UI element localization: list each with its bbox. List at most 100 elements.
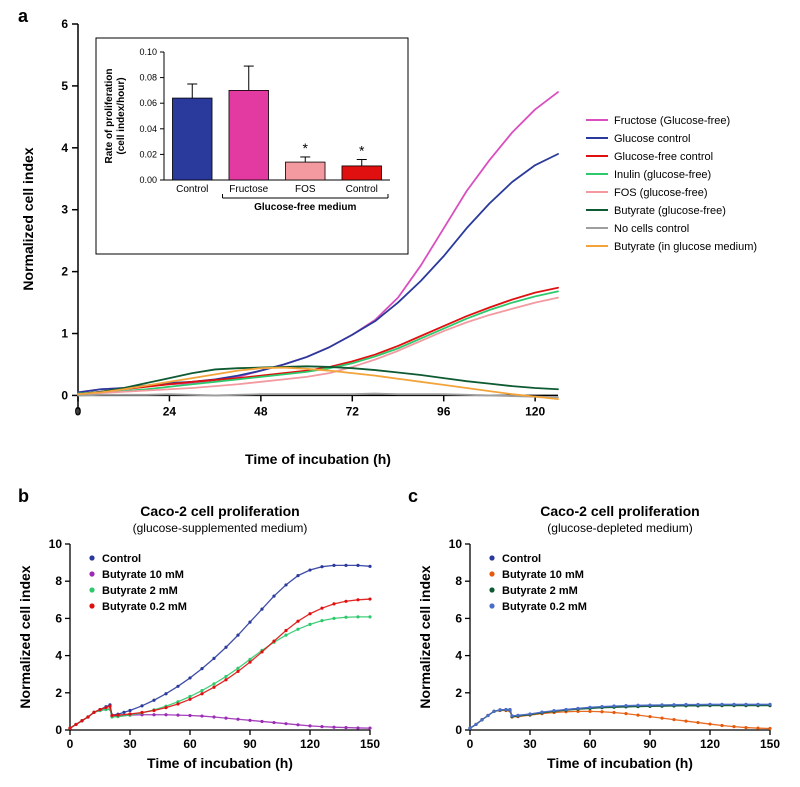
svg-text:4: 4	[55, 649, 62, 663]
inset-bar	[172, 98, 212, 180]
svg-text:96: 96	[437, 404, 451, 418]
panel-a-xlabel: Time of incubation (h)	[245, 451, 391, 467]
legend-label: Glucose-free control	[614, 151, 713, 163]
legend-label: Butyrate 0.2 mM	[102, 601, 187, 613]
series-line	[470, 706, 770, 729]
legend-label: Butyrate 2 mM	[502, 585, 578, 597]
series-line	[70, 617, 370, 728]
svg-text:72: 72	[346, 404, 360, 418]
xlabel: Time of incubation (h)	[147, 755, 293, 771]
legend-swatch	[489, 603, 494, 608]
svg-text:*: *	[359, 143, 365, 159]
legend-label: Butyrate 0.2 mM	[502, 601, 587, 613]
chart-subtitle: (glucose-supplemented medium)	[133, 521, 308, 535]
chart-title: Caco-2 cell proliferation	[540, 503, 699, 519]
panel-a-ylabel: Normalized cell index	[20, 147, 36, 290]
svg-text:90: 90	[243, 737, 257, 751]
legend-label: Butyrate 10 mM	[102, 569, 184, 581]
svg-text:0.02: 0.02	[139, 149, 157, 159]
inset-bar-label: Fructose	[229, 184, 268, 195]
svg-text:3: 3	[61, 203, 68, 217]
svg-text:30: 30	[523, 737, 537, 751]
series-line	[70, 599, 370, 728]
svg-text:*: *	[303, 140, 309, 156]
inset-bar	[342, 166, 382, 180]
svg-text:30: 30	[123, 737, 137, 751]
series-line	[70, 709, 370, 728]
legend-label: Butyrate 10 mM	[502, 569, 584, 581]
inset-bar	[285, 162, 325, 180]
panel-b-chart: Caco-2 cell proliferation (glucose-supple…	[0, 498, 400, 784]
svg-text:0: 0	[75, 404, 82, 418]
ylabel: Normalized cell index	[417, 565, 433, 708]
figure: a 0123456024487296120Time of incubation …	[0, 0, 800, 787]
legend-label: Butyrate (in glucose medium)	[614, 241, 757, 253]
legend-label: Control	[502, 553, 541, 565]
svg-text:0.08: 0.08	[139, 73, 157, 83]
legend-label: Fructose (Glucose-free)	[614, 115, 730, 127]
svg-text:0.00: 0.00	[139, 175, 157, 185]
inset-bar-label: FOS	[295, 184, 316, 195]
inset-group-label: Glucose-free medium	[254, 202, 356, 213]
legend-label: FOS (glucose-free)	[614, 187, 708, 199]
svg-text:0.06: 0.06	[139, 98, 157, 108]
inset-bar-label: Control	[176, 184, 208, 195]
legend-label: Control	[102, 553, 141, 565]
legend-label: No cells control	[614, 223, 689, 235]
svg-text:6: 6	[455, 611, 462, 625]
svg-text:6: 6	[61, 17, 68, 31]
svg-text:2: 2	[55, 686, 62, 700]
chart-subtitle: (glucose-depleted medium)	[547, 521, 692, 535]
legend-swatch	[89, 555, 94, 560]
ylabel: Normalized cell index	[17, 565, 33, 708]
svg-text:150: 150	[760, 737, 780, 751]
svg-text:0.10: 0.10	[139, 47, 157, 57]
svg-text:4: 4	[455, 649, 462, 663]
legend-swatch	[489, 571, 494, 576]
legend-label: Inulin (glucose-free)	[614, 169, 711, 181]
svg-text:5: 5	[61, 79, 68, 93]
svg-text:8: 8	[55, 574, 62, 588]
svg-text:8: 8	[455, 574, 462, 588]
svg-text:24: 24	[163, 404, 177, 418]
svg-text:120: 120	[700, 737, 720, 751]
svg-text:48: 48	[254, 404, 268, 418]
legend-swatch	[489, 587, 494, 592]
svg-text:0: 0	[61, 388, 68, 402]
series-line	[470, 704, 770, 728]
panel-a-chart: 0 1 2 3 4 5 6 0 24 48 72 96 120 Time of incubation (h…	[0, 4, 800, 474]
svg-text:10: 10	[449, 537, 463, 551]
legend-swatch	[489, 555, 494, 560]
legend-swatch	[89, 587, 94, 592]
svg-text:0: 0	[467, 737, 474, 751]
legend-swatch	[89, 603, 94, 608]
svg-text:1: 1	[61, 327, 68, 341]
series-line	[470, 710, 770, 728]
svg-text:90: 90	[643, 737, 657, 751]
svg-text:4: 4	[61, 141, 68, 155]
svg-text:0.04: 0.04	[139, 124, 157, 134]
svg-text:2: 2	[455, 686, 462, 700]
svg-text:0: 0	[67, 737, 74, 751]
legend-label: Butyrate (glucose-free)	[614, 205, 726, 217]
svg-text:(cell index/hour): (cell index/hour)	[116, 77, 127, 154]
legend-label: Butyrate 2 mM	[102, 585, 178, 597]
svg-text:0: 0	[455, 723, 462, 737]
legend-label: Glucose control	[614, 133, 690, 145]
svg-text:10: 10	[49, 537, 63, 551]
svg-text:120: 120	[300, 737, 320, 751]
inset-bar-label: Control	[346, 184, 378, 195]
legend-swatch	[89, 571, 94, 576]
chart-title: Caco-2 cell proliferation	[140, 503, 299, 519]
series-line	[78, 291, 558, 393]
svg-text:60: 60	[583, 737, 597, 751]
svg-text:6: 6	[55, 611, 62, 625]
inset-bar	[229, 90, 269, 180]
svg-text:2: 2	[61, 265, 68, 279]
xlabel: Time of incubation (h)	[547, 755, 693, 771]
series-line	[78, 288, 558, 394]
svg-text:0: 0	[55, 723, 62, 737]
svg-text:120: 120	[525, 404, 545, 418]
panel-c-chart: Caco-2 cell proliferation (glucose-deplet…	[400, 498, 800, 784]
svg-text:60: 60	[183, 737, 197, 751]
